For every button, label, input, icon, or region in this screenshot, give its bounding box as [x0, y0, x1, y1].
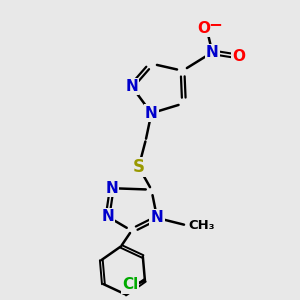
- Text: N: N: [206, 45, 219, 60]
- Text: N: N: [151, 210, 164, 225]
- Text: N: N: [101, 209, 114, 224]
- Text: N: N: [125, 79, 138, 94]
- Text: Cl: Cl: [122, 278, 138, 292]
- Text: O: O: [197, 21, 210, 36]
- Text: N: N: [105, 181, 118, 196]
- Text: N: N: [145, 106, 158, 121]
- Text: O: O: [233, 49, 246, 64]
- Text: S: S: [133, 158, 145, 176]
- Text: −: −: [209, 15, 223, 33]
- Text: CH₃: CH₃: [189, 218, 215, 232]
